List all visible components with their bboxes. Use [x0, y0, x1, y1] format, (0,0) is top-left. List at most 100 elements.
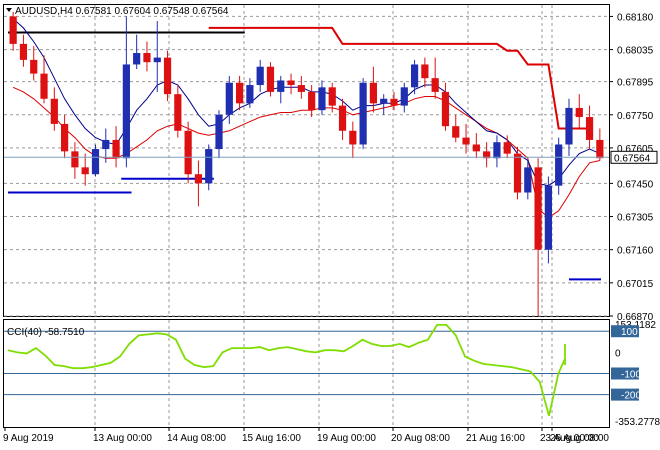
candle [369, 66, 378, 113]
candle-body [266, 66, 275, 92]
candle [503, 135, 511, 159]
cci-line [7, 324, 566, 416]
price-tick-label: 0.68035 [617, 46, 654, 57]
cci-level-tag [611, 325, 639, 338]
candle-body [431, 78, 439, 92]
candle [390, 91, 398, 111]
candle-body [596, 139, 604, 159]
candle-body [462, 137, 470, 145]
candle-body [143, 53, 151, 63]
candle-body [400, 87, 408, 106]
candle-body [287, 80, 295, 86]
candle-body [133, 53, 141, 65]
candle [205, 144, 213, 191]
candle-body [81, 167, 89, 175]
candle-body [91, 149, 100, 175]
candle-body [493, 142, 501, 159]
cci-level-tag [611, 388, 639, 401]
candle-body [441, 91, 450, 127]
candle-body [421, 64, 429, 79]
candle [235, 75, 244, 111]
candle-body [544, 185, 552, 250]
candle [91, 144, 100, 177]
candle-body [205, 149, 213, 184]
candle [421, 57, 429, 88]
candle [287, 73, 295, 95]
candle [359, 78, 367, 150]
candle-body [9, 16, 17, 44]
current-price-label: 0.67564 [614, 153, 651, 164]
candle [40, 55, 48, 104]
candle-body [513, 153, 522, 193]
candle [565, 98, 573, 156]
candle [493, 135, 501, 168]
price-tick-label: 0.68180 [617, 12, 654, 23]
time-tick-label: 19 Aug 00:00 [317, 433, 376, 444]
resistance-line [208, 26, 590, 130]
candle [297, 75, 305, 99]
candle-body [524, 167, 532, 193]
candle [575, 94, 583, 129]
candle-body [215, 114, 223, 150]
dropdown-triangle-icon[interactable] [6, 8, 12, 12]
time-tick-label: 20 Aug 08:00 [391, 433, 450, 444]
price-tick-label: 0.67015 [617, 279, 654, 290]
candle [122, 16, 130, 168]
candle-body [534, 167, 542, 250]
price-tick-label: 0.67160 [617, 246, 654, 257]
candle-body [575, 107, 583, 118]
candle [452, 114, 460, 143]
candle [9, 11, 17, 51]
candle [483, 142, 491, 168]
candle-body [174, 94, 182, 131]
candle-body [256, 66, 264, 86]
candle-body [30, 59, 38, 74]
candle-body [277, 80, 285, 92]
candle [194, 160, 203, 207]
candle-body [483, 151, 491, 159]
candle-body [308, 91, 316, 111]
candle [596, 128, 604, 161]
candle [338, 98, 347, 140]
cci-tick-label: 0 [615, 348, 621, 359]
price-tick-label: 0.67450 [617, 179, 654, 190]
candle [81, 153, 89, 186]
candle [308, 85, 316, 118]
candle-body [61, 123, 69, 152]
time-tick-label: 15 Aug 16:00 [242, 433, 301, 444]
candle [513, 146, 522, 200]
candle-body [194, 174, 203, 184]
candle-body [410, 64, 419, 88]
candles [9, 11, 604, 316]
price-tick-label: 0.67305 [617, 213, 654, 224]
candle-body [297, 85, 305, 92]
candle [30, 46, 38, 81]
candle [133, 34, 141, 70]
candle-body [380, 98, 388, 104]
candle [246, 78, 254, 108]
candle-body [246, 85, 254, 104]
candle [585, 105, 594, 150]
candle-body [122, 64, 130, 159]
cci-levels [4, 330, 609, 396]
candle-body [565, 107, 573, 145]
current-price-tag: 0.67564 [4, 150, 658, 164]
candle [266, 62, 275, 97]
candle [256, 59, 264, 92]
cci-label: CCI(40) -58.7510 [7, 327, 85, 338]
cci-tick-label: -200 [621, 391, 641, 402]
candle [462, 123, 470, 154]
candle [153, 21, 161, 92]
candle-body [585, 117, 594, 140]
cci-level-tag [611, 367, 639, 380]
candle [225, 75, 233, 124]
candle-body [50, 98, 58, 124]
time-tick-label: 26 Aug 08:00 [550, 433, 609, 444]
time-tick-label: 14 Aug 08:00 [167, 433, 226, 444]
candle-body [359, 82, 367, 145]
candle [380, 94, 388, 115]
candle [318, 80, 326, 115]
candle-body [555, 144, 563, 186]
candle [61, 114, 69, 159]
